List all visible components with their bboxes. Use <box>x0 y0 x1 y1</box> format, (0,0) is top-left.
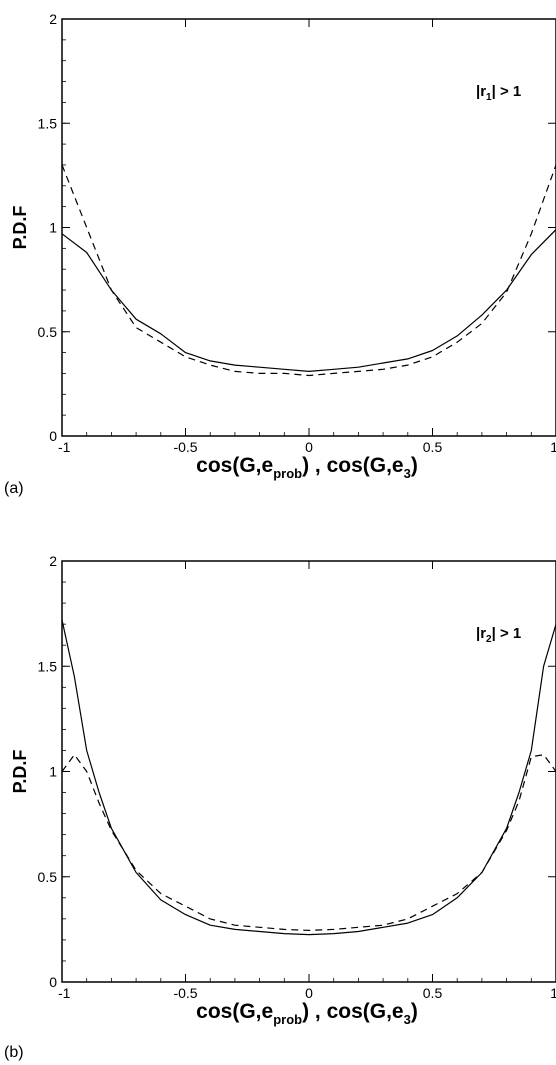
x-label-subscript: 3 <box>404 466 411 481</box>
y-tick-label: 1 <box>49 764 57 780</box>
x-label-part: ) , cos(G,e <box>302 454 404 477</box>
y-tick-label: 1.5 <box>38 658 58 674</box>
series-line-dashed <box>61 754 556 932</box>
y-tick-label: 1.5 <box>38 115 58 131</box>
plot-frame <box>61 18 556 437</box>
x-label-subscript: 3 <box>404 1012 411 1027</box>
x-tick-label: -0.5 <box>173 439 197 455</box>
condition-annotation: |r1| > 1 <box>476 83 521 103</box>
panel-label: (b) <box>4 1044 24 1061</box>
y-tick-label: 0 <box>49 428 57 444</box>
y-tick-label: 1 <box>49 220 57 236</box>
y-tick-label: 2 <box>49 11 57 27</box>
y-tick-label: 2 <box>49 553 57 569</box>
annotation-part: | > 1 <box>492 625 522 642</box>
annotation-part: |r <box>476 83 486 100</box>
x-label-part: cos(G,e <box>196 1000 273 1023</box>
x-axis-label: cos(G,eprob) , cos(G,e3) <box>196 1000 418 1027</box>
x-label-part: ) <box>411 454 418 477</box>
series-line-solid <box>61 619 556 936</box>
x-tick-label: 0 <box>305 439 313 455</box>
x-axis-label: cos(G,eprob) , cos(G,e3) <box>196 454 418 481</box>
y-axis-label: P.D.F <box>10 750 30 794</box>
annotation-subscript: 2 <box>486 634 492 645</box>
series-line-dashed <box>61 164 556 377</box>
annotation-subscript: 1 <box>486 92 492 103</box>
annotation-part: | > 1 <box>492 83 522 100</box>
x-tick-label: -1 <box>58 985 71 1001</box>
x-label-part: ) , cos(G,e <box>302 1000 404 1023</box>
x-label-part: ) <box>411 1000 418 1023</box>
y-tick-label: 0.5 <box>38 869 58 885</box>
x-tick-label: 1 <box>550 439 556 455</box>
x-label-subscript: prob <box>273 466 302 481</box>
y-tick-label: 0.5 <box>38 324 58 340</box>
annotation-part: |r <box>476 625 486 642</box>
condition-annotation: |r2| > 1 <box>476 625 521 645</box>
chart-panel-b: -1 -0.5 0 0.5 1 0 0.5 1 1.5 2 P.D.F cos(G,eprob) , … <box>4 553 556 1061</box>
x-label-part: cos(G,e <box>196 454 273 477</box>
x-label-subscript: prob <box>273 1012 302 1027</box>
x-tick-label: 0.5 <box>423 439 443 455</box>
panel-label: (a) <box>4 480 24 497</box>
x-tick-label: 0 <box>305 985 313 1001</box>
x-tick-label: -1 <box>58 439 71 455</box>
x-tick-label: -0.5 <box>173 985 197 1001</box>
x-tick-label: 0.5 <box>423 985 443 1001</box>
x-tick-label: 1 <box>550 985 556 1001</box>
y-tick-label: 0 <box>49 974 57 990</box>
series-line-solid <box>61 229 556 372</box>
chart-panel-a: -1 -0.5 0 0.5 1 0 0.5 1 1.5 2 P.D.F cos(G,eprob) , … <box>4 11 556 497</box>
y-axis-label: P.D.F <box>10 206 30 250</box>
